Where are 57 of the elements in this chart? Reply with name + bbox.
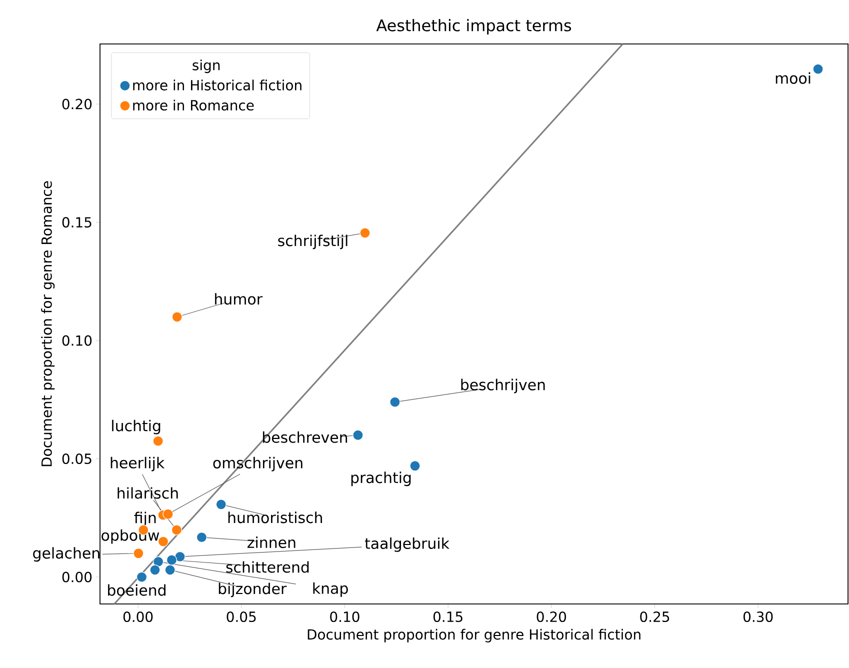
point: [136, 572, 148, 582]
annotation: taalgebruik: [364, 537, 450, 552]
annotation: opbouw: [102, 529, 160, 544]
x-tick-label: 0.20: [536, 611, 566, 622]
point: [390, 396, 400, 408]
point: [150, 564, 160, 576]
annotation: schrijfstijl: [278, 234, 348, 250]
annotation: luchtig: [112, 420, 160, 434]
point: [171, 524, 182, 536]
annotation: gelachen: [33, 547, 100, 562]
y-tick-label: 0.05: [62, 454, 92, 464]
annotation: beschrijven: [461, 378, 545, 394]
annotation: prachtig: [351, 472, 411, 486]
y-axis-title: Document proportion for genre Romance: [41, 181, 55, 466]
y-tick-label: 0.10: [62, 335, 92, 346]
point: [152, 436, 164, 446]
x-tick-label: 0.15: [433, 611, 462, 622]
x-axis-title: Document proportion for genre Historical fiction: [308, 628, 640, 642]
chart-title: Aesthethic impact terms: [376, 19, 572, 34]
point: [174, 551, 186, 562]
point: [352, 430, 364, 440]
legend-label: more in Historical fiction: [133, 80, 302, 90]
legend-title: sign: [192, 60, 220, 74]
annotation: hilarisch: [118, 487, 178, 499]
y-tick-label: 0.00: [62, 572, 92, 582]
x-tick-label: 0.05: [226, 611, 256, 622]
x-tick-label: 0.25: [640, 611, 670, 622]
x-tick-label: 0.10: [330, 611, 360, 622]
annotation: mooi: [776, 72, 810, 84]
annotation: beschreven: [262, 431, 348, 443]
point: [158, 536, 169, 547]
annotation: boeiend: [108, 584, 166, 596]
annotation: heerlijk: [110, 456, 165, 472]
annotation: bijzonder: [218, 582, 287, 598]
annotation: omschrijven: [213, 456, 302, 472]
point: [812, 64, 824, 74]
legend-label: more in Romance: [133, 100, 254, 111]
annotation: humor: [215, 293, 262, 305]
y-tick-label: 0.20: [62, 98, 92, 110]
x-tick-label: 0.00: [123, 611, 153, 622]
annotation: fijn: [134, 512, 156, 526]
annotation: humoristisch: [228, 512, 322, 524]
point: [360, 228, 370, 238]
y-tick-label: 0.15: [62, 217, 92, 228]
point: [152, 556, 164, 567]
point: [133, 548, 144, 559]
annotation: zinnen: [248, 536, 296, 548]
x-tick-label: 0.30: [743, 611, 773, 622]
annotation: knap: [313, 582, 348, 597]
point: [172, 312, 182, 322]
point: [196, 532, 207, 543]
point: [166, 554, 178, 566]
point: [410, 460, 420, 472]
annotation: schitterend: [226, 561, 309, 573]
point: [216, 499, 226, 510]
point: [164, 564, 176, 576]
point: [162, 508, 174, 520]
